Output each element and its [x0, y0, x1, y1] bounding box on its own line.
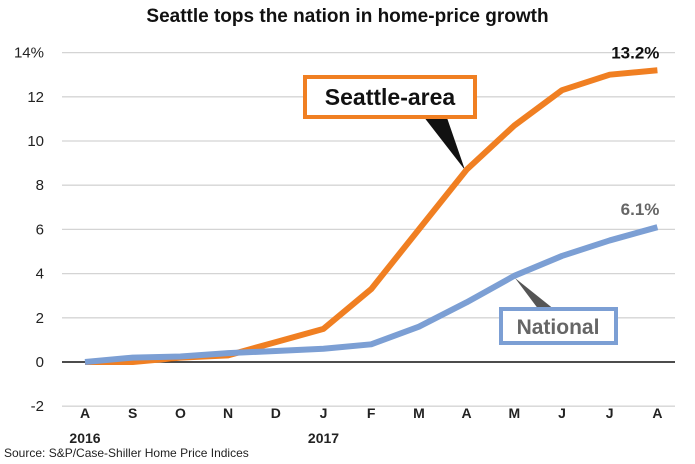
x-tick-label: M: [413, 405, 425, 421]
x-tick-label: S: [128, 405, 137, 421]
y-tick-label: 4: [36, 266, 44, 283]
x-tick-label: M: [508, 405, 520, 421]
x-tick-label: F: [367, 405, 376, 421]
y-tick-label: 6: [36, 221, 44, 238]
y-tick-label: 14%: [14, 45, 44, 62]
y-tick-label: 2: [36, 310, 44, 327]
x-tick-label: D: [271, 405, 281, 421]
x-tick-label: A: [80, 405, 90, 421]
y-tick-label: 0: [36, 354, 44, 371]
x-tick-label: J: [320, 405, 328, 421]
x-tick-label: J: [558, 405, 566, 421]
series-label-seattle: Seattle-area: [325, 84, 456, 110]
x-tick-label: N: [223, 405, 233, 421]
end-label: 6.1%: [621, 200, 660, 219]
y-tick-label: 10: [27, 133, 44, 150]
label-box-national: [499, 307, 618, 345]
chart-title: Seattle tops the nation in home-price gr…: [146, 6, 549, 27]
year-label: 2016: [69, 430, 100, 446]
source-note: Source: S&P/Case-Shiller Home Price Indi…: [4, 446, 249, 460]
y-tick-label: -2: [31, 398, 44, 415]
callout-pointer-seattle: [420, 112, 465, 170]
label-box-seattle: [303, 75, 477, 119]
y-tick-label: 8: [36, 177, 44, 194]
x-tick-label: A: [652, 405, 662, 421]
x-tick-label: O: [175, 405, 186, 421]
year-label: 2017: [308, 430, 339, 446]
series-label-national: National: [517, 316, 600, 339]
end-label: 13.2%: [611, 43, 659, 62]
x-tick-label: J: [606, 405, 614, 421]
x-tick-label: A: [462, 405, 472, 421]
y-tick-label: 12: [27, 89, 44, 106]
